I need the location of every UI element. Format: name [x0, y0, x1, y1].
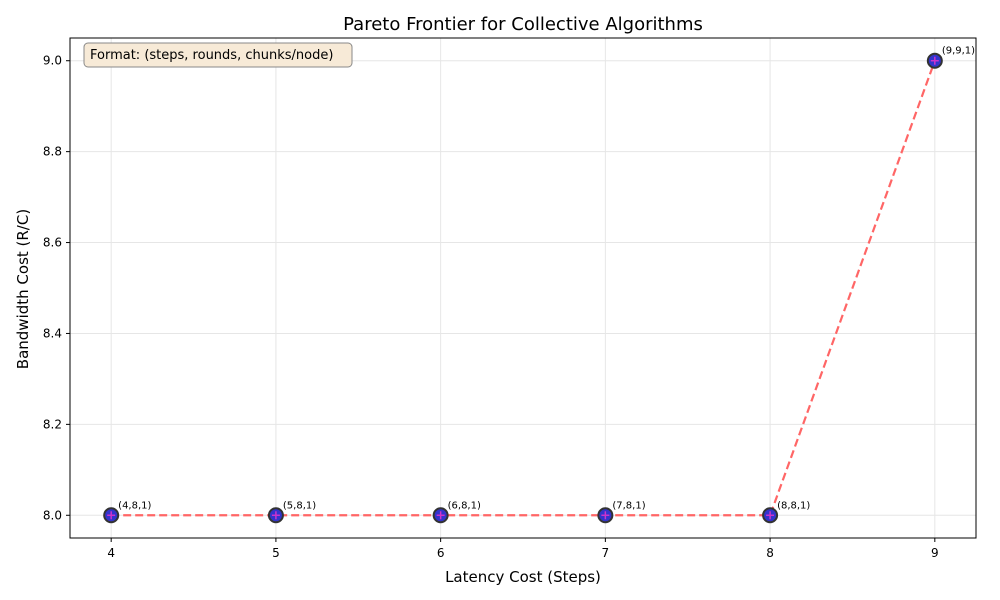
x-tick-label: 7 [602, 546, 610, 560]
y-tick-label: 8.2 [43, 417, 62, 431]
x-tick-label: 4 [107, 546, 115, 560]
plot-frame [69, 37, 977, 539]
chart-title: Pareto Frontier for Collective Algorithm… [343, 14, 703, 35]
data-point-label: (8,8,1) [777, 500, 810, 511]
data-point-label: (9,9,1) [942, 46, 975, 57]
grid [70, 38, 976, 538]
points-layer [103, 52, 943, 524]
x-tick-label: 5 [272, 546, 280, 560]
format-annotation: Format: (steps, rounds, chunks/node) [83, 42, 353, 68]
x-tick-label: 8 [766, 546, 774, 560]
y-tick-label: 8.0 [43, 508, 62, 522]
data-point-label: (5,8,1) [283, 500, 316, 511]
data-point-label: (7,8,1) [612, 500, 645, 511]
y-tick-label: 8.8 [43, 145, 62, 159]
annotation-text: Format: (steps, rounds, chunks/node) [90, 48, 333, 63]
y-tick-label: 9.0 [43, 54, 62, 68]
x-ticks: 4 5 6 7 8 9 [107, 538, 939, 560]
y-axis-label: Bandwidth Cost (R/C) [14, 209, 32, 369]
y-tick-label: 8.6 [43, 236, 62, 250]
y-tick-label: 8.4 [43, 326, 62, 340]
point-labels-layer: (4,8,1) (5,8,1) (6,8,1) (7,8,1) (8,8,1) (9,9,… [118, 46, 975, 512]
x-tick-label: 6 [437, 546, 445, 560]
frontier-line-layer [111, 60, 936, 517]
x-tick-label: 9 [931, 546, 939, 560]
annotation-box [83, 42, 353, 68]
x-axis-label: Latency Cost (Steps) [445, 568, 601, 586]
data-point-label: (6,8,1) [448, 500, 481, 511]
y-ticks: 8.0 8.2 8.4 8.6 8.8 9.0 [43, 54, 70, 522]
pareto-frontier-line [111, 60, 936, 517]
data-point-label: (4,8,1) [118, 500, 151, 511]
